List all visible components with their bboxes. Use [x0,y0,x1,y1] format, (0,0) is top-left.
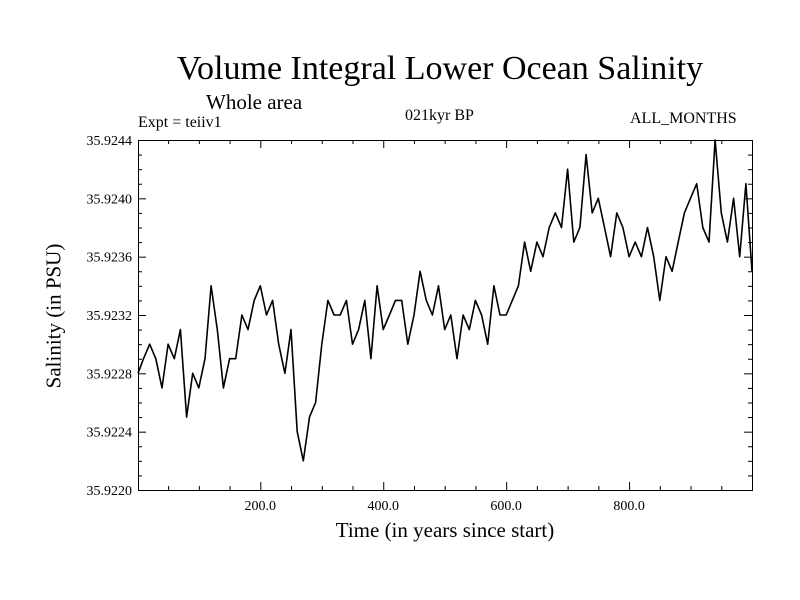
chart-title: Volume Integral Lower Ocean Salinity [176,50,704,87]
x-tick-label: 200.0 [245,499,277,514]
y-tick-label: 35.9240 [87,192,133,207]
x-tick-label: 800.0 [613,499,645,514]
experiment-label: Expt = teiiv1 [138,114,222,131]
period-label: 021kyr BP [405,107,474,124]
x-axis-label: Time (in years since start) [335,518,555,542]
y-tick-label: 35.9244 [87,134,133,149]
x-tick-label: 400.0 [367,499,399,514]
salinity-series-line [137,139,753,462]
y-tick-label: 35.9232 [87,309,133,324]
y-tick-label: 35.9236 [87,251,133,266]
months-label: ALL_MONTHS [630,110,737,127]
x-tick-label: 600.0 [490,499,522,514]
plot-frame [138,140,753,491]
chart-subtitle: Whole area [206,90,303,114]
y-tick-label: 35.9224 [87,426,133,441]
y-tick-label: 35.9228 [87,367,133,382]
y-axis-label: Salinity (in PSU) [41,243,66,389]
y-tick-label: 35.9220 [87,484,133,499]
